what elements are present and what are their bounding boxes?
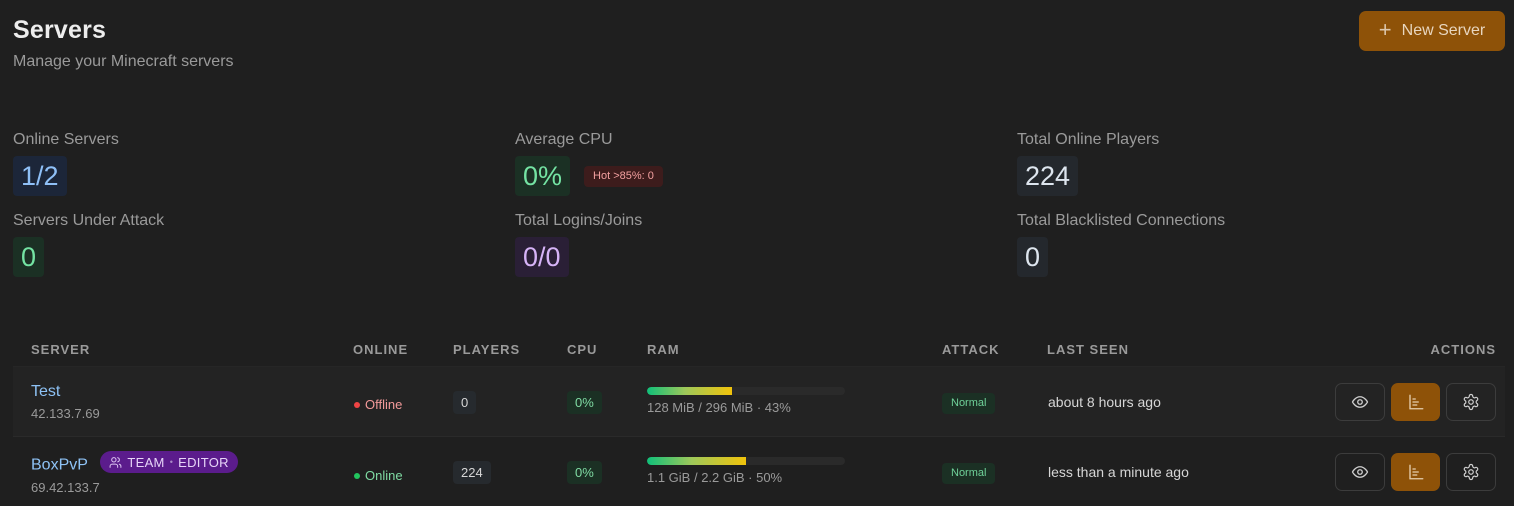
column-header-attack[interactable]: ATTACK — [942, 342, 1000, 357]
table-row[interactable]: Test 42.133.7.69 Offline 0 0% 128 MiB / … — [13, 367, 1505, 437]
column-header-cpu[interactable]: CPU — [567, 342, 598, 357]
attack-status-badge: Normal — [942, 463, 996, 484]
server-ip: 42.133.7.69 — [31, 406, 100, 421]
stats-button[interactable] — [1391, 383, 1440, 421]
users-icon — [109, 456, 122, 468]
stat-value: 0/0 — [515, 237, 569, 277]
ram-usage-text: 1.1 GiB / 2.2 GiB · 50% — [647, 470, 783, 485]
stat-average-cpu: Average CPU 0% Hot >85%: 0 — [515, 130, 663, 196]
page-title: Servers — [13, 16, 107, 44]
eye-icon — [1351, 466, 1369, 478]
stat-total-blacklisted: Total Blacklisted Connections 0 — [1017, 211, 1225, 277]
stat-online-servers: Online Servers 1/2 — [13, 130, 119, 196]
attack-cell: Normal — [942, 463, 996, 484]
stat-value: 0% — [515, 156, 571, 196]
server-name-link[interactable]: BoxPvP — [31, 456, 88, 474]
server-ip: 69.42.133.7 — [31, 479, 100, 495]
servers-table: SERVER ONLINE PLAYERS CPU RAM ATTACK LAS… — [13, 332, 1505, 506]
last-seen: about 8 hours ago — [1048, 394, 1161, 410]
table-header: SERVER ONLINE PLAYERS CPU RAM ATTACK LAS… — [13, 332, 1505, 367]
stat-label: Total Blacklisted Connections — [1017, 212, 1226, 229]
status-badge: Online — [354, 468, 403, 483]
server-name-link[interactable]: Test — [31, 383, 61, 400]
plus-icon: + — [1378, 17, 1392, 42]
column-header-server[interactable]: SERVER — [31, 342, 91, 357]
cpu-cell: 0% — [567, 391, 602, 414]
settings-button[interactable] — [1446, 383, 1496, 421]
column-header-players[interactable]: PLAYERS — [453, 342, 521, 357]
ram-progress-bar — [647, 457, 845, 465]
team-label: TEAM — [127, 454, 165, 470]
eye-icon — [1351, 396, 1369, 408]
players-cell: 0 — [453, 391, 477, 414]
column-header-online[interactable]: ONLINE — [353, 342, 409, 357]
cpu-usage: 0% — [567, 461, 602, 484]
players-cell: 224 — [453, 461, 491, 484]
ram-cell: 128 MiB / 296 MiB · 43% — [647, 387, 845, 415]
ram-progress-fill — [647, 457, 746, 465]
column-header-actions: ACTIONS — [1430, 342, 1496, 357]
ram-cell: 1.1 GiB / 2.2 GiB · 50% — [647, 457, 845, 485]
gear-icon — [1463, 393, 1479, 411]
settings-button[interactable] — [1446, 453, 1496, 491]
view-button[interactable] — [1335, 453, 1385, 491]
cpu-cell: 0% — [567, 461, 602, 484]
ram-progress-bar — [647, 387, 845, 395]
role-label: EDITOR — [178, 454, 229, 470]
view-button[interactable] — [1335, 383, 1385, 421]
attack-status-badge: Normal — [942, 393, 996, 414]
new-server-label: New Server — [1401, 22, 1486, 39]
stat-value: 224 — [1017, 156, 1079, 196]
hot-cpu-badge: Hot >85%: 0 — [584, 165, 663, 187]
stat-total-online-players: Total Online Players 224 — [1017, 130, 1159, 196]
page-header: Servers Manage your Minecraft servers — [13, 14, 234, 72]
server-cell: BoxPvP TEAM • EDITOR 69.42.133.7 — [31, 451, 238, 495]
column-header-ram[interactable]: RAM — [647, 342, 680, 357]
status-dot-icon — [354, 472, 360, 479]
cpu-usage: 0% — [567, 391, 602, 414]
ram-progress-fill — [647, 387, 733, 395]
stat-label: Total Online Players — [1017, 131, 1160, 148]
bar-chart-icon — [1408, 464, 1423, 480]
server-cell: Test 42.133.7.69 — [31, 382, 100, 421]
separator-dot: • — [169, 457, 174, 467]
stats-button[interactable] — [1391, 453, 1440, 491]
status-badge: Offline — [354, 397, 402, 412]
column-header-last-seen[interactable]: LAST SEEN — [1047, 342, 1129, 357]
stat-servers-under-attack: Servers Under Attack 0 — [13, 211, 164, 277]
players-count: 0 — [453, 391, 477, 414]
status-label: Offline — [365, 397, 403, 412]
page-subtitle: Manage your Minecraft servers — [13, 53, 234, 70]
row-actions — [1335, 383, 1496, 421]
attack-cell: Normal — [942, 393, 996, 414]
row-actions — [1335, 453, 1496, 491]
stat-label: Average CPU — [515, 131, 613, 148]
stat-label: Total Logins/Joins — [515, 212, 643, 229]
bar-chart-icon — [1408, 394, 1423, 410]
stat-value: 0 — [13, 237, 45, 277]
stat-value: 0 — [1017, 237, 1049, 277]
stat-label: Servers Under Attack — [13, 212, 165, 229]
players-count: 224 — [453, 461, 491, 484]
gear-icon — [1463, 463, 1479, 481]
new-server-button[interactable]: + New Server — [1359, 11, 1505, 51]
stat-value: 1/2 — [13, 156, 67, 196]
status-label: Online — [365, 468, 403, 483]
status-dot-icon — [354, 401, 360, 408]
last-seen: less than a minute ago — [1048, 464, 1189, 480]
team-role-badge: TEAM • EDITOR — [100, 451, 238, 473]
ram-usage-text: 128 MiB / 296 MiB · 43% — [647, 400, 791, 415]
stat-total-logins-joins: Total Logins/Joins 0/0 — [515, 211, 642, 277]
stat-label: Online Servers — [13, 131, 119, 148]
table-row[interactable]: BoxPvP TEAM • EDITOR 69.42.133.7 Online … — [13, 437, 1505, 506]
